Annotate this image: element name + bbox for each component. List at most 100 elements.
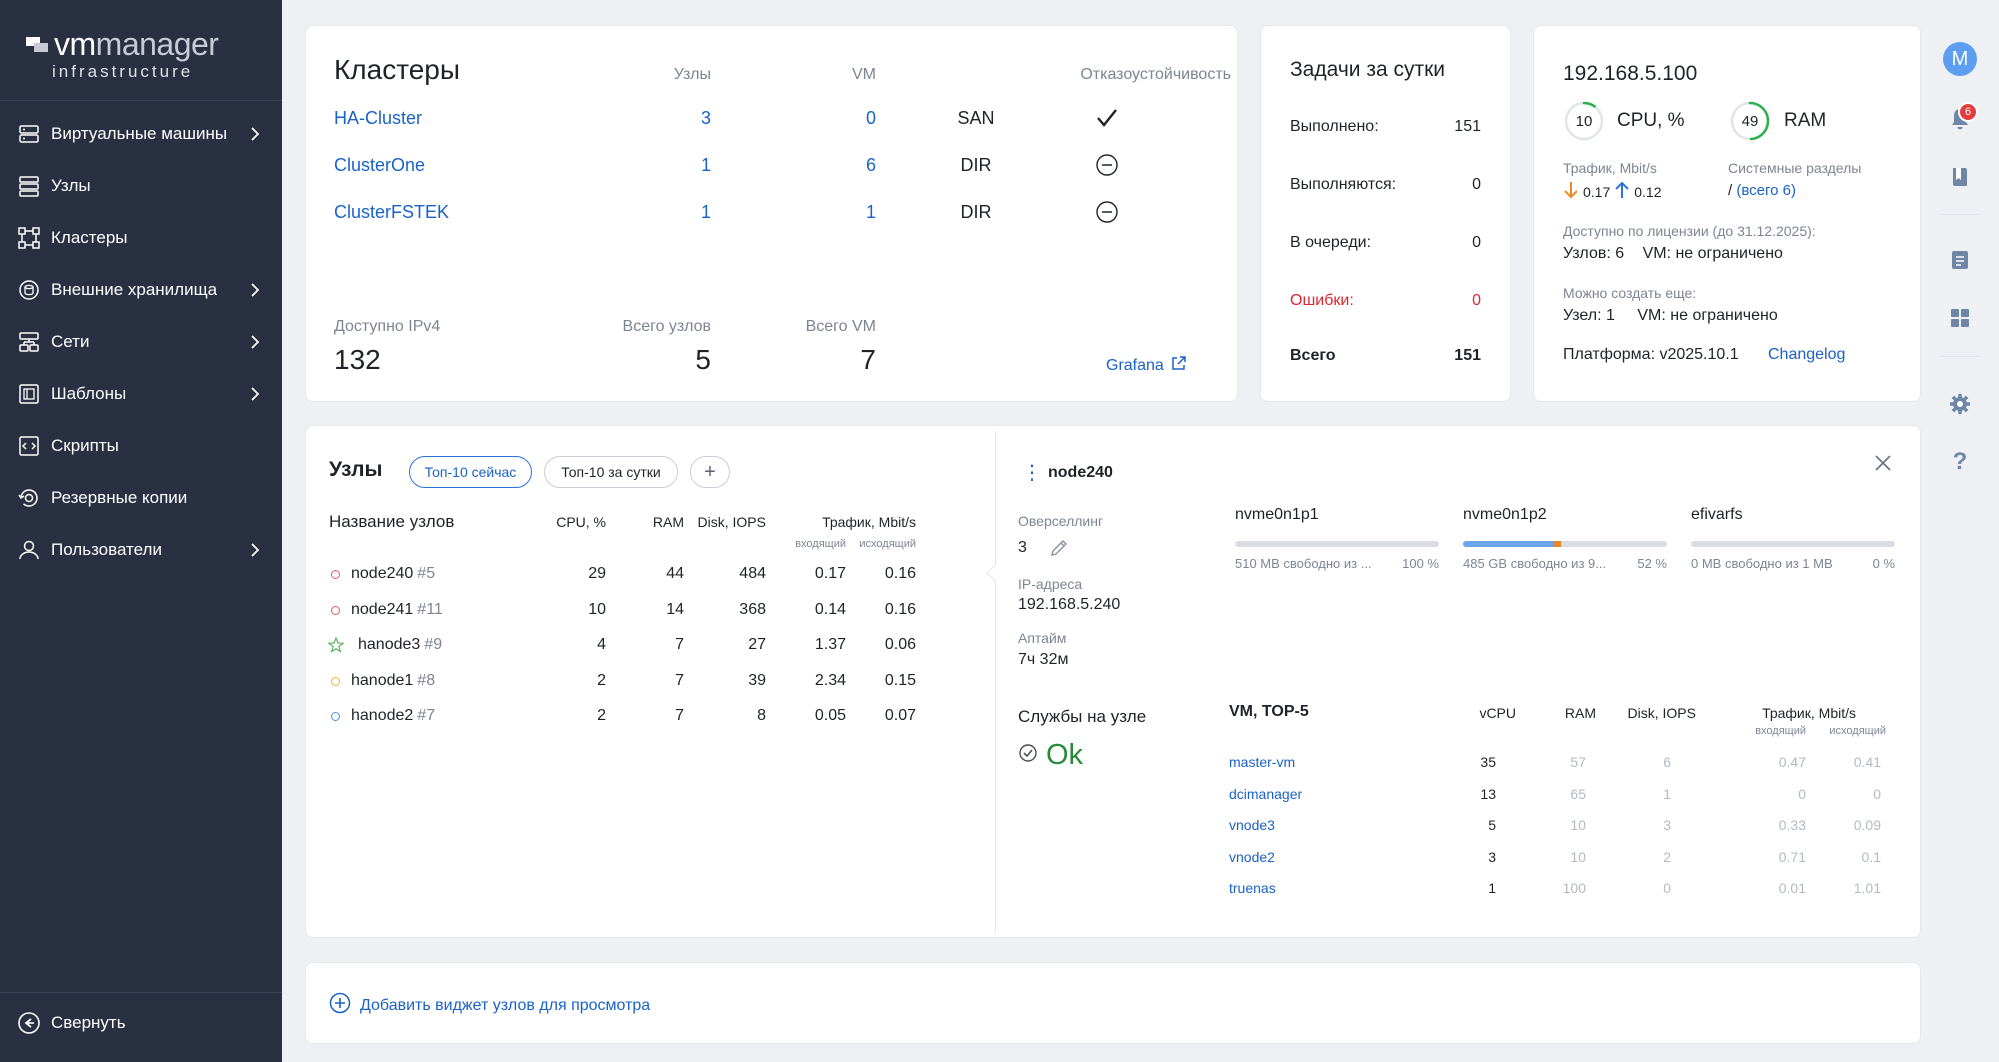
node-disk-cell: 39 [748,671,766,689]
tasks-title: Задачи за сутки [1290,58,1446,81]
node-row[interactable]: node241 #11 10 14 368 0.14 0.16 [306,600,986,630]
tab-top10-day[interactable]: Топ-10 за сутки [544,456,678,488]
can-create-label: Можно создать еще: [1563,285,1697,301]
platform-card: 192.168.5.100 10 CPU, % 49 RAM Трафик, M… [1533,25,1921,402]
vm-name-link[interactable]: vnode3 [1229,817,1275,833]
cpu-label: CPU, % [1617,110,1685,131]
grafana-link[interactable]: Grafana [1106,355,1187,377]
tasks-total-label: Всего [1290,347,1336,364]
tab-top10-now[interactable]: Топ-10 сейчас [409,456,532,488]
uptime-label: Аптайм [1018,630,1067,646]
sidebar-item-label: Шаблоны [51,384,127,403]
edit-icon[interactable] [1048,537,1070,564]
vm-in-cell: 0 [1798,785,1806,802]
vm-col-disk: Disk, IOPS [1627,705,1696,721]
close-icon[interactable] [1872,452,1894,479]
disk-free-text: 510 MB свободно из ... [1235,556,1372,571]
app-logo[interactable]: vm manager infrastructure [26,28,219,82]
avatar[interactable]: M [1943,42,1977,76]
disk-block: efivarfs 0 MB свободно из 1 MB 0 % [1685,506,1895,576]
vm-ram-cell: 100 [1562,880,1586,896]
total-vm-value: 7 [860,344,876,375]
nodes-col-out: исходящий [859,538,916,550]
cluster-row: ClusterFSTEK 1 1 DIR [306,196,1236,232]
vm-col-ram: RAM [1564,705,1596,721]
node-out-cell: 0.16 [884,600,916,618]
node-in-cell: 1.37 [814,636,846,653]
nodes-col-traffic: Трафик, Mbit/s [822,514,916,530]
sidebar-item-user[interactable]: Пользователи [0,524,282,576]
vm-top-title: VM, TOP-5 [1229,703,1309,720]
total-nodes-value: 5 [695,344,711,375]
cluster-nodes-link[interactable]: 1 [700,155,711,175]
disk-pct: 100 % [1402,556,1439,571]
vm-ram-cell: 57 [1570,754,1586,770]
vm-name-link[interactable]: truenas [1229,880,1276,896]
status-dot [331,605,340,615]
node-row[interactable]: hanode2 #7 2 7 8 0.05 0.07 [306,706,986,736]
help-icon[interactable]: ? [1952,448,1968,475]
widget-divider [995,431,996,933]
vm-out-cell: 0.09 [1853,817,1881,833]
cluster-vm-link[interactable]: 6 [865,155,876,175]
cluster-nodes-link[interactable]: 1 [700,202,711,222]
cluster-nodes-link[interactable]: 3 [700,108,711,128]
sidebar-item-backup[interactable]: Резервные копии [0,472,282,524]
vm-cpu-cell: 3 [1488,848,1496,865]
overselling-label: Оверселлинг [1018,513,1104,529]
disk-name: nvme0n1p2 [1463,506,1547,523]
sidebar-item-storage[interactable]: Внешние хранилища [0,264,282,316]
license-label: Доступно по лицензии (до 31.12.2025): [1563,223,1816,239]
document-icon[interactable] [1945,245,1975,275]
node-row[interactable]: hanode3 #9 4 7 27 1.37 0.06 [306,635,986,665]
script-icon [16,433,42,459]
vm-out-cell: 0.41 [1853,754,1881,770]
sidebar-item-label: Внешние хранилища [51,280,218,299]
gauge-arc [1730,101,1770,141]
add-widget-button[interactable]: Добавить виджет узлов для просмотра [329,992,650,1019]
node-id: #7 [417,707,436,724]
collapse-sidebar-button[interactable]: Свернуть [0,997,282,1049]
vm-name-link[interactable]: master-vm [1229,754,1296,770]
partitions-row: / (всего 6) [1728,182,1796,199]
cluster-vm-link[interactable]: 1 [865,202,876,222]
node-id: #9 [424,636,443,653]
status-dot [331,676,340,686]
cluster-name-link[interactable]: HA-Cluster [334,108,423,128]
node-row[interactable]: node240 #5 29 44 484 0.17 0.16 [306,564,986,594]
tasks-total-value: 151 [1454,347,1481,364]
ram-label: RAM [1784,110,1827,131]
sidebar-item-script[interactable]: Скрипты [0,420,282,472]
sidebar-item-nodes[interactable]: Узлы [0,160,282,212]
gear-icon[interactable] [1945,389,1975,419]
add-tab-button[interactable]: + [690,456,730,488]
book-icon[interactable] [1945,162,1975,192]
node-name-cell: hanode2 #7 [351,707,435,725]
logo-subtitle: infrastructure [52,62,194,81]
node-row[interactable]: hanode1 #8 2 7 39 2.34 0.15 [306,671,986,701]
user-icon [16,537,42,563]
sidebar-item-cluster[interactable]: Кластеры [0,212,282,264]
nodes-col-in: входящий [795,538,846,550]
node-out-cell: 0.07 [884,707,916,724]
partitions-link[interactable]: (всего 6) [1736,182,1796,199]
node-ram-cell: 7 [675,707,684,724]
node-menu-icon[interactable]: ⋮ [1022,462,1042,484]
changelog-link[interactable]: Changelog [1768,346,1846,363]
sidebar-item-vm[interactable]: Виртуальные машины [0,108,282,160]
node-name: hanode3 [358,636,421,653]
cluster-vm-link[interactable]: 0 [865,108,876,128]
sidebar-item-network[interactable]: Сети [0,316,282,368]
tasks-card: Задачи за сутки Выполнено: 151 Выполняются… [1260,25,1511,402]
cluster-name-link[interactable]: ClusterOne [334,155,426,175]
vm-name-link[interactable]: dcimanager [1229,785,1303,802]
overselling-value: 3 [1018,539,1027,556]
dashboard-grid-icon[interactable] [1945,303,1975,333]
cluster-name-link[interactable]: ClusterFSTEK [334,202,450,222]
vm-name-link[interactable]: vnode2 [1229,848,1275,865]
vm-row: dcimanager 13 65 1 0 0 [306,786,1906,810]
clusters-col-nodes: Узлы [673,66,711,83]
node-cpu-cell: 29 [588,565,606,582]
sidebar-item-template[interactable]: Шаблоны [0,368,282,420]
backup-icon [16,485,42,511]
